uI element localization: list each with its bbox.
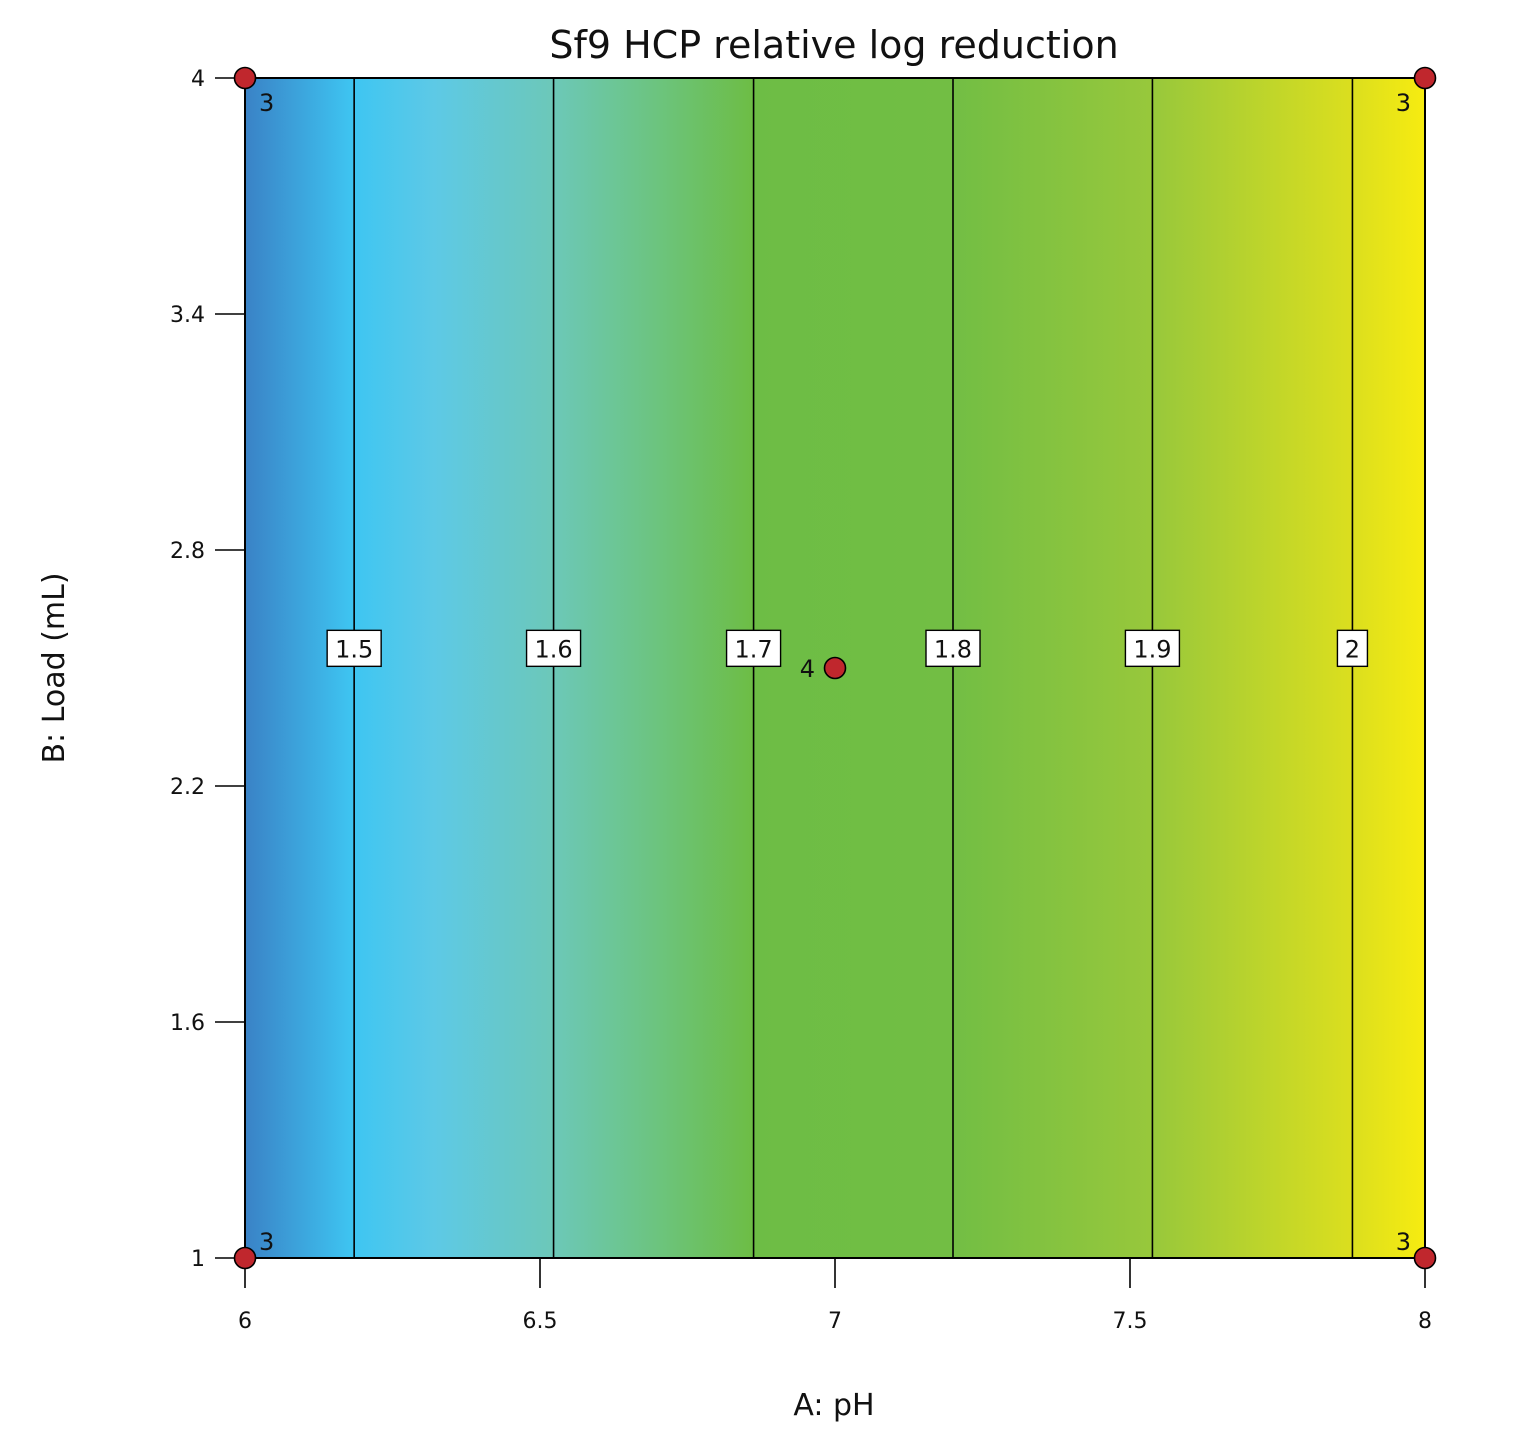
x-tick-label: 8 xyxy=(1418,1309,1432,1334)
design-point-count: 4 xyxy=(800,655,815,683)
y-tick-label: 2.2 xyxy=(170,775,205,800)
contour-label-box xyxy=(326,629,382,668)
contour-label-box xyxy=(925,629,981,668)
contour-lines xyxy=(353,78,1354,1258)
x-axis-title: A: pH xyxy=(793,1388,874,1423)
design-point xyxy=(1413,1246,1437,1270)
contour-labels: 1.5 1.6 1.7 1.8 1.9 2 xyxy=(326,629,1369,668)
design-point-count: 3 xyxy=(1396,1228,1411,1256)
y-tick-label: 2.8 xyxy=(170,539,205,564)
y-tick-label: 1 xyxy=(191,1247,205,1272)
y-axis-title: B: Load (mL) xyxy=(37,572,72,763)
contour-label: 1.8 xyxy=(934,635,972,663)
chart-title: Sf9 HCP relative log reduction xyxy=(549,23,1118,67)
contour-label-box xyxy=(725,629,782,668)
contour-label: 1.9 xyxy=(1133,635,1171,663)
design-points: 3 3 3 3 4 xyxy=(233,66,1437,1270)
contour-label: 1.7 xyxy=(734,635,772,663)
contour-label: 1.6 xyxy=(534,635,572,663)
design-point-count: 3 xyxy=(259,1228,274,1256)
x-tick-label: 7.5 xyxy=(1113,1309,1148,1334)
y-tick-label: 4 xyxy=(191,67,205,92)
design-point xyxy=(1413,66,1437,90)
design-point xyxy=(823,656,847,680)
y-tick-label: 1.6 xyxy=(170,1011,205,1036)
y-axis: 1 1.6 2.2 2.8 3.4 4 xyxy=(170,67,245,1272)
x-tick-label: 7 xyxy=(828,1309,842,1334)
contour-label-box xyxy=(1124,629,1181,668)
design-point xyxy=(233,66,257,90)
contour-label: 2 xyxy=(1345,635,1360,663)
contour-label-box xyxy=(525,629,582,668)
contour-label: 1.5 xyxy=(335,635,373,663)
x-tick-label: 6.5 xyxy=(523,1309,558,1334)
x-axis: 6 6.5 7 7.5 8 xyxy=(238,1258,1432,1334)
design-point-count: 3 xyxy=(259,89,274,117)
design-point-count: 3 xyxy=(1396,89,1411,117)
contour-label-box xyxy=(1336,629,1369,668)
x-tick-label: 6 xyxy=(238,1309,252,1334)
y-tick-label: 3.4 xyxy=(170,303,205,328)
design-point xyxy=(233,1246,257,1270)
